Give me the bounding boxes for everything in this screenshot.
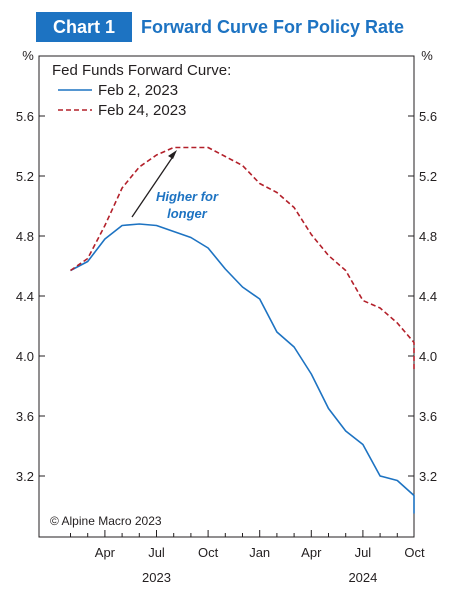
x-year-label: 2023 xyxy=(142,570,171,585)
x-tick-label: Jan xyxy=(249,545,270,560)
legend-label-feb-2: Feb 2, 2023 xyxy=(98,82,178,99)
y-tick-label-right: 5.2 xyxy=(419,169,437,184)
x-tick-label: Oct xyxy=(404,545,425,560)
x-tick-label: Jul xyxy=(148,545,165,560)
plot-frame xyxy=(38,55,415,538)
series-line-feb-24-2023 xyxy=(70,146,415,371)
legend-title: Fed Funds Forward Curve: xyxy=(52,62,231,79)
y-tick-label-left: 5.2 xyxy=(16,169,34,184)
y-tick-label-left: 4.0 xyxy=(16,349,34,364)
y-tick-label-right: 5.6 xyxy=(419,109,437,124)
y-tick-label-right: 4.0 xyxy=(419,349,437,364)
x-tick-label: Apr xyxy=(95,545,116,560)
chart-header: Chart 1 Forward Curve For Policy Rate xyxy=(0,0,463,44)
legend-label-feb-24: Feb 24, 2023 xyxy=(98,102,186,119)
higher-for-longer-annotation: Higher for longer xyxy=(131,150,219,221)
series-line-feb-2-2023 xyxy=(70,223,415,514)
x-tick-label: Apr xyxy=(301,545,322,560)
chart-title: Forward Curve For Policy Rate xyxy=(141,17,405,37)
x-tick-label: Oct xyxy=(198,545,219,560)
y-tick-label-left: 5.6 xyxy=(16,109,34,124)
y-tick-label-right: 4.8 xyxy=(419,229,437,244)
annotation-line-2: longer xyxy=(167,206,208,221)
legend: Fed Funds Forward Curve: Feb 2, 2023 Feb… xyxy=(52,62,231,119)
y-tick-label-left: 3.6 xyxy=(16,409,34,424)
annotation-line-1: Higher for xyxy=(156,189,219,204)
chart-number-badge: Chart 1 xyxy=(36,12,132,42)
annotation-arrow xyxy=(131,154,175,218)
y-axis-ticks: 3.2 3.2 3.6 3.6 4.0 4.0 4.4 4.4 4.8 4.8 5.2 5.2 5.6 5… xyxy=(16,109,437,484)
y-tick-label-right: 3.6 xyxy=(419,409,437,424)
x-axis-ticks: Apr Jul Oct Jan Apr Jul Oct 2023 2024 xyxy=(70,530,425,585)
x-year-label: 2024 xyxy=(348,570,377,585)
y-tick-label-right: 4.4 xyxy=(419,289,437,304)
x-tick-label: Jul xyxy=(355,545,372,560)
y-tick-label-left: 4.4 xyxy=(16,289,34,304)
source-note: © Alpine Macro 2023 xyxy=(50,514,162,528)
series-lines xyxy=(70,146,415,514)
y-tick-label-left: 4.8 xyxy=(16,229,34,244)
y-unit-right: % xyxy=(421,48,433,63)
y-tick-label-left: 3.2 xyxy=(16,469,34,484)
annotation-arrowhead xyxy=(168,150,177,159)
y-tick-label-right: 3.2 xyxy=(419,469,437,484)
y-unit-left: % xyxy=(22,48,34,63)
